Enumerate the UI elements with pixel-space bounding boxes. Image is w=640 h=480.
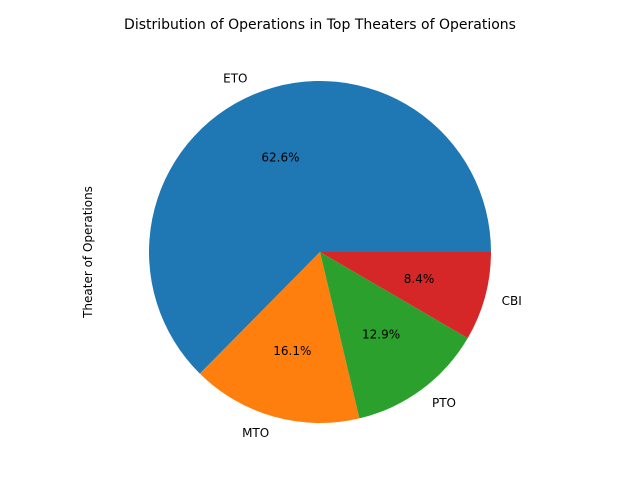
percent-label-eto: 62.6% xyxy=(261,150,299,164)
pie-slices xyxy=(148,80,491,423)
percent-label-cbi: 8.4% xyxy=(404,272,435,286)
pie-slice-mto xyxy=(199,252,360,423)
chart-ylabel: Theater of Operations xyxy=(81,186,95,319)
percent-label-pto: 12.9% xyxy=(362,327,400,341)
slice-label-pto: PTO xyxy=(432,396,456,410)
slice-label-eto: ETO xyxy=(223,71,247,85)
pie-slice-eto xyxy=(148,80,491,374)
slice-label-cbi: CBI xyxy=(502,294,522,308)
pie-slice-pto xyxy=(320,252,468,419)
slice-label-mto: MTO xyxy=(242,426,269,440)
chart-title: Distribution of Operations in Top Theate… xyxy=(124,17,516,33)
percent-label-mto: 16.1% xyxy=(273,344,311,358)
pie-slice-cbi xyxy=(320,252,491,339)
pie-labels: ETO 62.6% MTO 16.1% PTO 12.9% CBI 8.4% xyxy=(223,71,522,440)
